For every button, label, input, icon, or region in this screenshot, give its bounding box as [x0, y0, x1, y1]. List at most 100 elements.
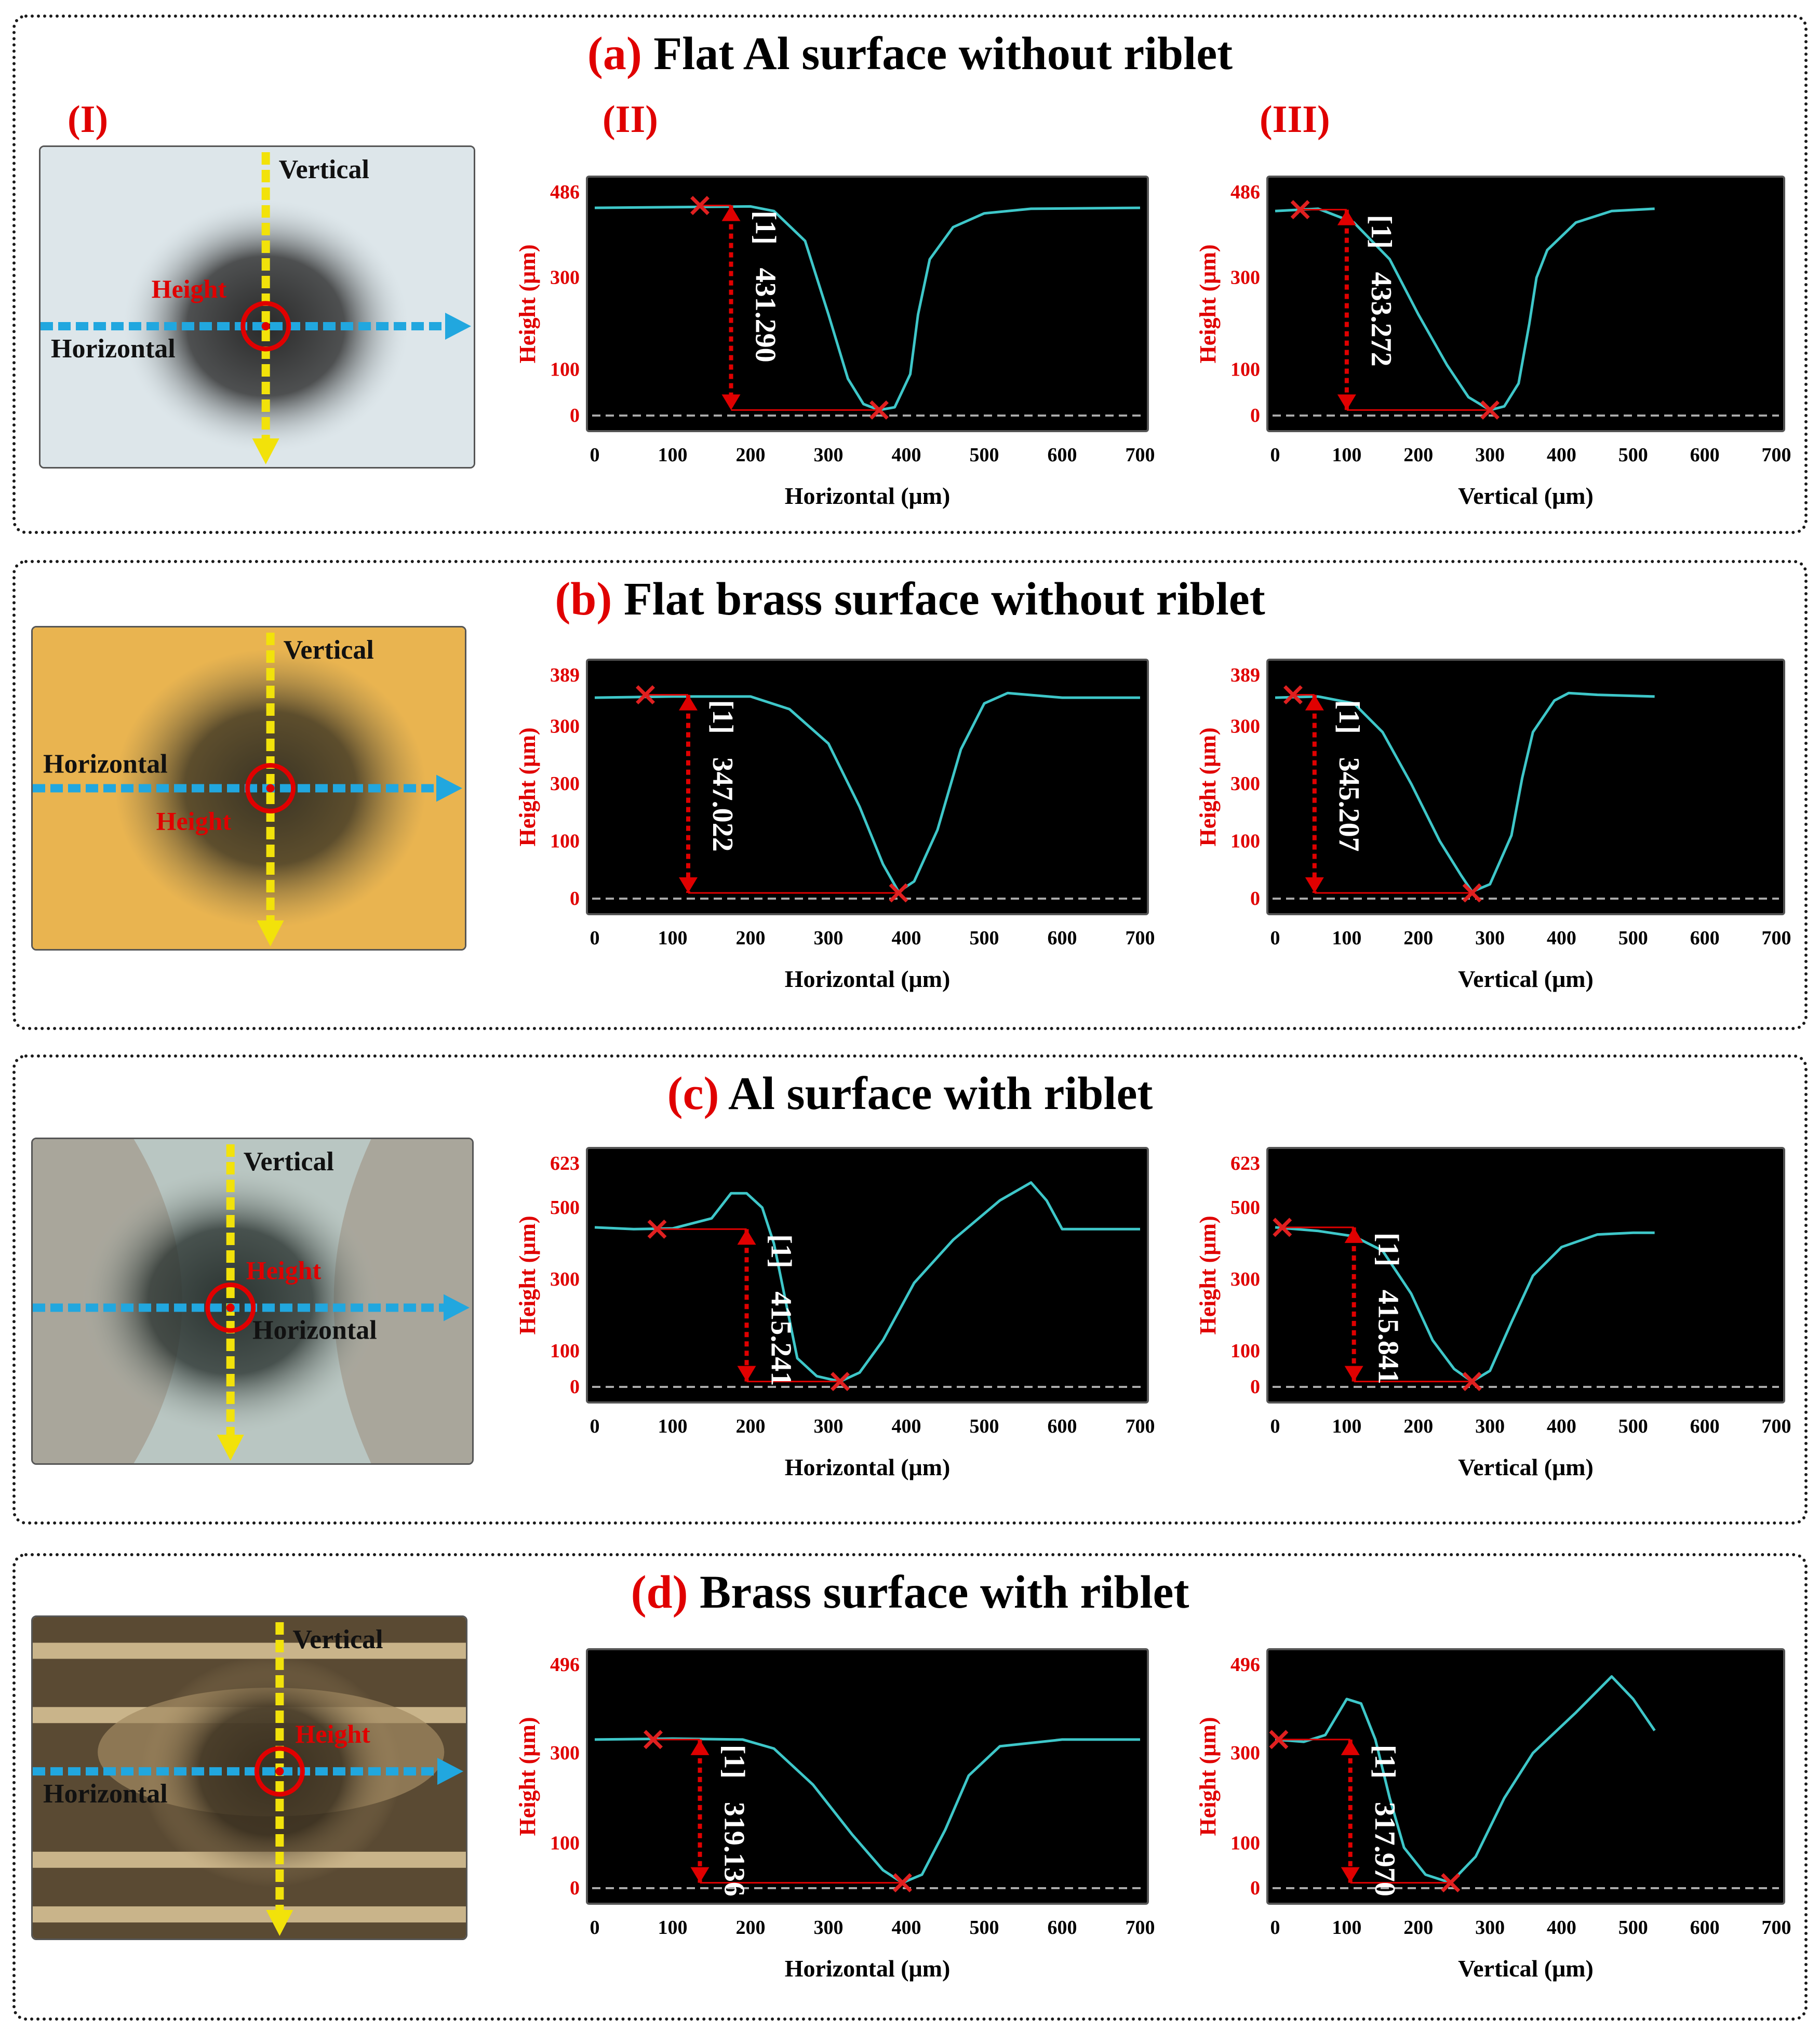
target-dot [226, 1303, 235, 1312]
chart-svg: 0 100 300 496 0 100 200 300 400 500 600 700 Vertical… [1195, 1648, 1791, 1982]
x-marker [1462, 883, 1482, 903]
x-axis-label: Horizontal (μm) [785, 483, 951, 509]
x-marker-stroke [1290, 200, 1310, 220]
x-tick-label: 200 [736, 1415, 766, 1437]
x-marker-stroke [1283, 685, 1303, 705]
y-axis-label: Height (μm) [515, 727, 540, 846]
x-marker [690, 196, 710, 216]
measurement-label: [1] [1369, 1745, 1401, 1779]
y-tick-label: 100 [550, 830, 580, 852]
vertical-arrow-head [266, 1910, 293, 1936]
x-tick-label: 300 [1475, 444, 1505, 466]
y-tick-label: 496 [1230, 1654, 1260, 1676]
x-tick-label: 200 [736, 444, 766, 466]
horizontal-arrow-head [437, 1758, 463, 1785]
x-marker-stroke [690, 196, 710, 216]
x-marker-stroke [1273, 1218, 1292, 1237]
micrograph-c-svg: Vertical Horizontal Height [33, 1139, 472, 1463]
x-tick-label: 700 [1762, 1415, 1791, 1437]
y-tick-label: 0 [1250, 888, 1260, 910]
arrow-head-top [737, 1229, 756, 1245]
x-tick-label: 500 [970, 444, 999, 466]
measurement-label: [1] [750, 211, 782, 245]
y-axis-label: Height (μm) [1195, 244, 1221, 363]
x-tick-label: 0 [1270, 444, 1280, 466]
micrograph-d: Vertical Horizontal Height [31, 1615, 467, 1940]
panel-title: (c) Al surface with riblet [16, 1067, 1804, 1120]
x-marker-stroke [1462, 883, 1482, 903]
y-tick-label: 100 [1230, 830, 1260, 852]
measurement-value: 415.241 [765, 1291, 797, 1386]
target-dot [266, 784, 275, 793]
y-tick-label: 623 [1230, 1153, 1260, 1174]
x-tick-label: 500 [970, 927, 999, 949]
riblet-band [33, 1642, 466, 1659]
panel-letter: (a) [587, 28, 642, 79]
vertical-arrow-head [257, 920, 284, 946]
panel-title: (d) Brass surface with riblet [16, 1566, 1804, 1619]
horizontal-label: Horizontal [252, 1315, 377, 1345]
y-tick-label: 0 [1250, 405, 1260, 426]
measurement-value: 415.841 [1372, 1290, 1404, 1384]
micrograph-c: Vertical Horizontal Height [31, 1138, 474, 1465]
arrow-head-top [1337, 209, 1356, 225]
chart-b-vertical: 0 100 300 300 389 0 100 200 300 400 500 600 700 Verti… [1176, 644, 1800, 1008]
y-tick-label: 300 [1230, 715, 1260, 737]
series-line [594, 205, 1141, 411]
x-tick-label: 200 [1403, 927, 1433, 949]
arrow-head-top [1341, 1739, 1360, 1755]
x-marker-stroke [831, 1372, 850, 1392]
x-tick-label: 200 [1403, 444, 1433, 466]
x-tick-label: 600 [1690, 927, 1720, 949]
x-tick-label: 0 [590, 1917, 600, 1939]
x-marker [889, 883, 908, 903]
arrow-head-top [679, 694, 698, 711]
x-marker [831, 1372, 850, 1392]
chart-svg: 0 100 300 486 0 100 200 300 400 500 600 700 Horizont… [515, 176, 1155, 509]
panel-letter: (b) [555, 573, 612, 625]
x-tick-label: 100 [658, 444, 688, 466]
x-tick-label: 300 [814, 444, 844, 466]
target-circle [245, 763, 296, 813]
measurement-label: [1] [706, 700, 739, 734]
x-tick-label: 400 [892, 1415, 921, 1437]
micrograph-d-svg: Vertical Horizontal Height [33, 1617, 466, 1939]
series-line [1275, 1675, 1656, 1885]
plot-area [586, 659, 1149, 915]
x-marker [647, 1219, 667, 1239]
y-tick-label: 0 [570, 888, 580, 910]
vertical-arrow-head [252, 438, 279, 464]
chart-svg: 0 100 300 500 623 0 100 200 300 400 500 600 700 Verti… [1195, 1147, 1791, 1480]
panel-b: (b) Flat brass surface without riblet [12, 560, 1808, 1030]
panel-title-text: Flat Al surface without riblet [653, 28, 1233, 79]
arrow-head-bottom [737, 1366, 756, 1382]
target-dot [261, 322, 270, 330]
measurement-value: 431.290 [750, 268, 782, 363]
horizontal-label: Horizontal [43, 1779, 168, 1809]
x-tick-label: 700 [1126, 1415, 1155, 1437]
x-tick-label: 200 [736, 927, 766, 949]
y-tick-label: 389 [1230, 664, 1260, 686]
measurement-label: [1] [1365, 215, 1397, 249]
plot-area [586, 1648, 1149, 1905]
y-tick-label: 100 [550, 1340, 580, 1362]
x-marker [1273, 1218, 1292, 1237]
panel-a: (a) Flat Al surface without riblet [12, 15, 1808, 534]
chart-d-vertical: 0 100 300 496 0 100 200 300 400 500 600 700 Vertical… [1176, 1634, 1800, 1997]
chart-svg: 0 100 300 500 623 0 100 200 300 400 500 600 700 Horiz… [515, 1147, 1155, 1480]
x-marker [1462, 1372, 1482, 1392]
height-label: Height [295, 1719, 370, 1748]
x-tick-label: 300 [814, 1415, 844, 1437]
x-marker [636, 685, 655, 705]
x-tick-label: 500 [1618, 1415, 1648, 1437]
micrograph-b: Vertical Horizontal Height [31, 626, 466, 951]
column-label-III: (III) [1260, 98, 1330, 141]
arrow-head-bottom [1337, 394, 1356, 410]
plot-area [586, 176, 1149, 432]
y-tick-label: 100 [550, 1832, 580, 1854]
x-marker-stroke [893, 1873, 912, 1893]
x-tick-label: 200 [736, 1917, 766, 1939]
y-tick-label: 300 [550, 1268, 580, 1290]
x-tick-label: 300 [1475, 927, 1505, 949]
chart-c-vertical: 0 100 300 500 623 0 100 200 300 400 500 600 700 Verti… [1176, 1132, 1800, 1496]
